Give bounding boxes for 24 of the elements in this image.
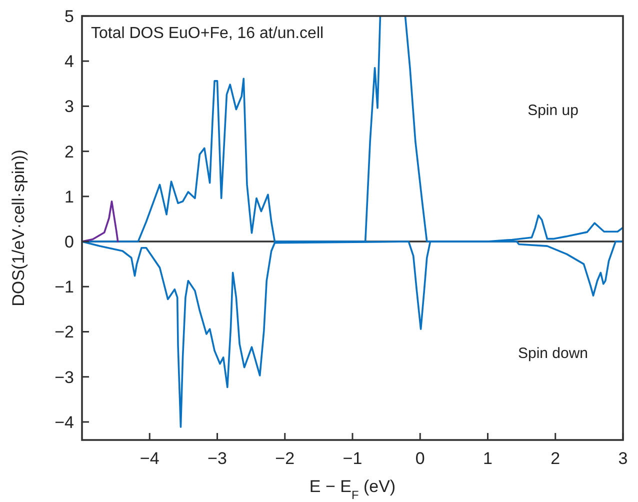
x-tick-label: −3 bbox=[208, 449, 227, 468]
y-tick-label: 4 bbox=[64, 52, 74, 72]
x-axis-title: E − E$_{F}$ (eV) bbox=[309, 477, 396, 502]
x-tick-label: −1 bbox=[342, 449, 362, 468]
annotation: Spin down bbox=[518, 345, 588, 362]
y-tick-label: 2 bbox=[64, 142, 74, 162]
x-tick-label: −4 bbox=[140, 449, 160, 468]
y-tick-label: −1 bbox=[54, 278, 74, 297]
y-tick-label: 5 bbox=[64, 7, 74, 26]
y-tick-label: −2 bbox=[54, 322, 74, 342]
y-axis-title: DOS(1/eV·cell·spin)) bbox=[9, 150, 28, 306]
y-tick-label: −3 bbox=[54, 368, 74, 387]
line-series bbox=[82, 200, 119, 242]
x-tick-label: 3 bbox=[618, 449, 628, 468]
text: Total DOS EuO+Fe, 16 at/un.cell bbox=[91, 25, 324, 42]
annotation: Spin up bbox=[528, 102, 578, 119]
x-tick-label: 1 bbox=[483, 449, 492, 468]
y-tick-label: −4 bbox=[54, 412, 74, 432]
x-tick-label: 0 bbox=[415, 449, 425, 468]
x-tick-label: 2 bbox=[550, 449, 560, 468]
y-tick-label: 1 bbox=[64, 187, 74, 206]
y-tick-label: 0 bbox=[64, 232, 74, 252]
x-tick-label: −2 bbox=[275, 449, 295, 468]
y-tick-label: 3 bbox=[64, 97, 74, 116]
